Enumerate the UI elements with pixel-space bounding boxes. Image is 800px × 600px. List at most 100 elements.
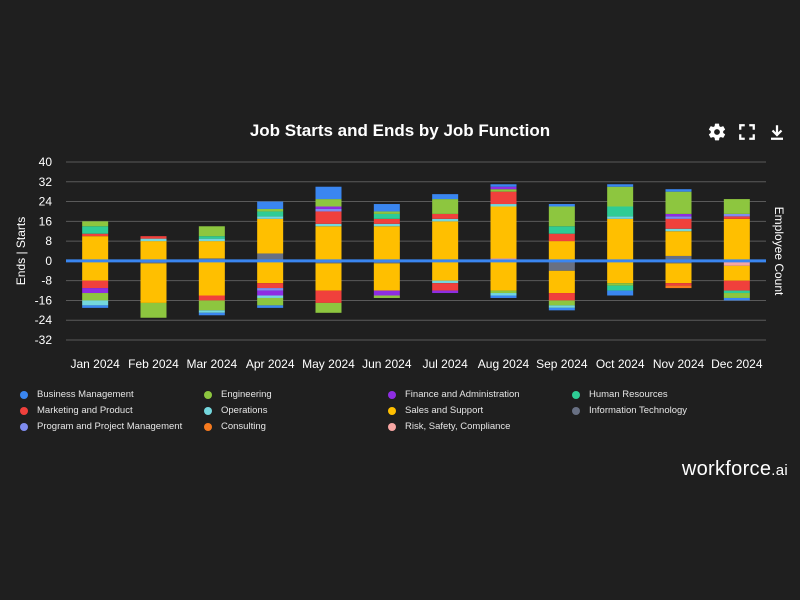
bar-end-sales-and-support xyxy=(723,265,750,281)
bar-end-sales-and-support xyxy=(665,263,692,284)
bar-start-marketing-and-product xyxy=(82,233,109,237)
legend-swatch xyxy=(20,406,28,415)
bar-end-operations xyxy=(198,310,225,313)
bar-end-marketing-and-product xyxy=(315,290,342,303)
legend-item-consulting[interactable]: Consulting xyxy=(204,421,266,432)
bar-start-marketing-and-product xyxy=(490,191,517,205)
bar-start-marketing-and-product xyxy=(548,233,575,242)
bar-end-engineering xyxy=(257,297,284,306)
bar-end-finance-and-administration xyxy=(373,290,400,296)
bar-start-human-resources xyxy=(257,211,284,217)
x-tick-label: Aug 2024 xyxy=(478,357,530,371)
download-icon[interactable] xyxy=(766,121,788,143)
y-tick-label: 8 xyxy=(45,234,52,248)
gear-icon[interactable] xyxy=(706,121,728,143)
bar-start-engineering xyxy=(315,199,342,207)
bar-end-business-management xyxy=(723,297,750,301)
legend-item-engineering[interactable]: Engineering xyxy=(204,389,272,400)
bar-end-business-management xyxy=(490,295,517,298)
bar-start-operations xyxy=(373,223,400,227)
chart-plot: 40 32 24 16 8 0 -8 -16 -24 -32 Ends | Starts Employ… xyxy=(14,155,786,371)
legend-swatch xyxy=(572,406,580,415)
bar-end-sales-and-support xyxy=(140,263,167,303)
legend-label: Risk, Safety, Compliance xyxy=(405,421,511,432)
brand-suffix: .ai xyxy=(771,462,788,479)
bar-start-engineering xyxy=(607,186,634,207)
legend-swatch xyxy=(204,390,212,399)
x-tick-label: Dec 2024 xyxy=(711,357,763,371)
bar-start-marketing-and-product xyxy=(432,213,459,219)
bar-end-marketing-and-product xyxy=(82,280,109,289)
bar-start-human-resources xyxy=(198,236,225,239)
bar-start-business-management xyxy=(432,194,459,200)
bar-start-engineering xyxy=(665,191,692,214)
legend-label: Operations xyxy=(221,405,268,416)
bar-start-sales-and-support xyxy=(723,218,750,261)
bar-end-marketing-and-product xyxy=(665,283,692,286)
bar-start-sales-and-support xyxy=(257,218,284,254)
bar-start-marketing-and-product xyxy=(723,216,750,219)
bar-start-sales-and-support xyxy=(198,241,225,259)
bar-end-engineering xyxy=(140,302,167,318)
bar-start-business-management xyxy=(607,184,634,187)
x-tick-label: Jun 2024 xyxy=(362,357,412,371)
bar-end-marketing-and-product xyxy=(548,293,575,301)
bar-start-finance-and-administration xyxy=(490,186,517,190)
bar-start-engineering xyxy=(723,199,750,214)
y-axis-title: Ends | Starts xyxy=(14,217,28,285)
bar-end-business-management xyxy=(82,305,109,308)
bar-start-business-management xyxy=(373,204,400,212)
bar-start-program-and-project-management xyxy=(723,213,750,217)
legend-label: Information Technology xyxy=(589,405,688,416)
bar-start-program-and-project-management xyxy=(665,216,692,219)
bar-start-engineering xyxy=(257,208,284,212)
bar-end-sales-and-support xyxy=(82,260,109,281)
bar-end-operations xyxy=(490,293,517,296)
expand-icon[interactable] xyxy=(736,121,758,143)
bar-end-finance-and-administration xyxy=(257,290,284,296)
bar-end-business-management xyxy=(198,312,225,316)
bar-end-engineering xyxy=(373,295,400,298)
bar-end-sales-and-support xyxy=(548,270,575,294)
legend-item-operations[interactable]: Operations xyxy=(204,405,267,416)
bar-start-sales-and-support xyxy=(490,206,517,259)
legend-item-information-technology[interactable]: Information Technology xyxy=(572,405,687,416)
bar-end-operations xyxy=(257,295,284,298)
legend-item-risk-safety-compliance[interactable]: Risk, Safety, Compliance xyxy=(388,421,510,432)
bar-start-human-resources xyxy=(548,226,575,234)
legend-item-business-management[interactable]: Business Management xyxy=(20,389,134,400)
y-tick-label: 32 xyxy=(39,175,53,189)
bar-end-business-management xyxy=(548,307,575,311)
legend-label: Finance and Administration xyxy=(405,389,520,400)
bar-end-program-and-project-management xyxy=(257,288,284,291)
bar-end-engineering xyxy=(198,300,225,311)
x-tick-label: Apr 2024 xyxy=(246,357,295,371)
legend-label: Marketing and Product xyxy=(37,405,133,416)
bar-start-business-management xyxy=(257,201,284,209)
bar-end-engineering xyxy=(82,293,109,301)
y-tick-label: -24 xyxy=(35,313,53,327)
x-tick-label: Jul 2024 xyxy=(422,357,468,371)
bar-start-operations xyxy=(432,218,459,222)
bar-start-sales-and-support xyxy=(607,218,634,261)
bar-start-sales-and-support xyxy=(315,226,342,261)
bar-end-sales-and-support xyxy=(373,263,400,291)
legend-label: Sales and Support xyxy=(405,405,484,416)
bar-end-information-technology xyxy=(548,260,575,271)
bar-start-information-technology xyxy=(257,253,284,261)
legend-item-human-resources[interactable]: Human Resources xyxy=(572,389,668,400)
bar-start-sales-and-support xyxy=(82,236,109,261)
legend-item-sales-and-support[interactable]: Sales and Support xyxy=(388,405,483,416)
bar-end-engineering xyxy=(607,283,634,286)
bar-end-sales-and-support xyxy=(315,263,342,291)
legend-swatch xyxy=(20,422,28,431)
legend-item-program-and-project-management[interactable]: Program and Project Management xyxy=(20,421,182,432)
bar-start-operations xyxy=(315,223,342,227)
legend-swatch xyxy=(204,406,212,415)
legend-item-finance-and-administration[interactable]: Finance and Administration xyxy=(388,389,520,400)
bar-end-risk-safety-compliance xyxy=(723,260,750,266)
bar-start-engineering xyxy=(198,226,225,237)
bar-end-finance-and-administration xyxy=(432,290,459,294)
bar-start-engineering xyxy=(432,199,459,214)
legend-item-marketing-and-product[interactable]: Marketing and Product xyxy=(20,405,133,416)
